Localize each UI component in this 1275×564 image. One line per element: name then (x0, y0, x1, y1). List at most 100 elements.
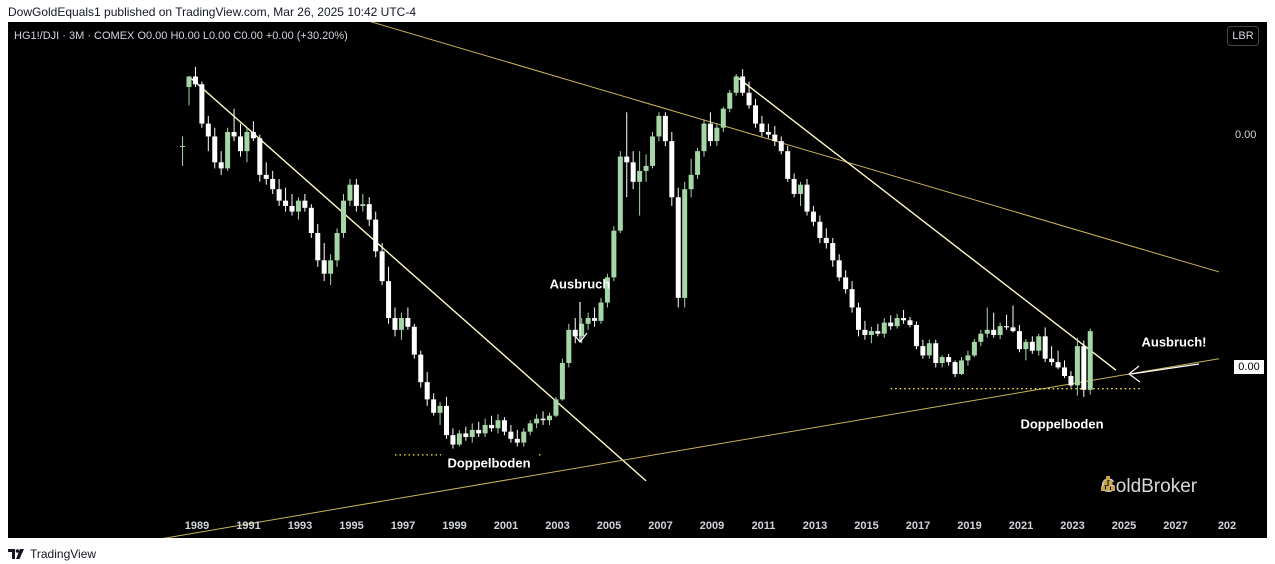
candle[interactable] (205, 115, 211, 152)
candle[interactable] (695, 148, 701, 179)
candle[interactable] (707, 112, 713, 146)
doppelboden-label-2[interactable]: Doppelboden (1012, 412, 1112, 436)
trendline-1989-line[interactable] (188, 75, 647, 482)
candle[interactable] (849, 281, 855, 313)
candle[interactable] (682, 181, 688, 308)
candle[interactable] (907, 316, 913, 328)
candle[interactable] (1023, 339, 1029, 361)
candle[interactable] (939, 355, 945, 368)
candle[interactable] (469, 423, 475, 443)
doppelboden-label-1[interactable]: Doppelboden (441, 452, 537, 474)
candle[interactable] (566, 323, 572, 368)
candle[interactable] (765, 123, 771, 139)
candle[interactable] (527, 420, 533, 436)
candle[interactable] (489, 415, 495, 432)
candle[interactable] (315, 223, 321, 267)
candle[interactable] (373, 211, 379, 258)
candle[interactable] (405, 307, 411, 330)
candle[interactable] (1068, 371, 1074, 388)
candle[interactable] (675, 187, 681, 308)
candle[interactable] (946, 353, 952, 366)
candle[interactable] (295, 197, 301, 220)
candle[interactable] (1055, 350, 1061, 370)
candle[interactable] (772, 126, 778, 146)
candle[interactable] (901, 310, 907, 324)
candle[interactable] (978, 329, 984, 347)
long-term-support-line[interactable] (60, 358, 1220, 538)
candle[interactable] (482, 418, 488, 437)
scale-mode-button[interactable]: LBR (1227, 26, 1259, 46)
chart-area[interactable]: 1989 1991 1993 1995 1997 1999 2001 2003 2005 2007… (8, 22, 1267, 538)
candle[interactable] (360, 193, 366, 212)
candle[interactable] (572, 318, 578, 344)
candle[interactable] (1042, 327, 1048, 363)
long-term-resistance-line[interactable] (60, 22, 1220, 273)
candle[interactable] (238, 123, 243, 157)
candle[interactable] (727, 89, 733, 113)
candle[interactable] (875, 323, 881, 337)
candle[interactable] (688, 158, 694, 198)
candle[interactable] (585, 312, 591, 330)
candle[interactable] (456, 429, 462, 447)
candle[interactable] (431, 393, 437, 416)
candle[interactable] (753, 98, 758, 128)
candle[interactable] (1049, 346, 1055, 366)
candle[interactable] (617, 151, 623, 234)
candle[interactable] (302, 193, 308, 212)
candle[interactable] (598, 297, 604, 324)
candle[interactable] (810, 205, 816, 227)
candle[interactable] (244, 127, 250, 163)
candle[interactable] (225, 127, 231, 171)
candle[interactable] (328, 254, 334, 286)
candle[interactable] (933, 339, 939, 368)
candle[interactable] (450, 428, 456, 449)
candle[interactable] (308, 204, 314, 238)
candle[interactable] (199, 81, 205, 128)
candle[interactable] (637, 151, 643, 216)
candle[interactable] (437, 401, 443, 425)
candle[interactable] (1016, 324, 1022, 353)
trendline-2011-line[interactable] (735, 75, 1117, 371)
candle[interactable] (798, 181, 804, 206)
candle[interactable] (650, 131, 655, 169)
ausbruch-label-1[interactable]: Ausbruch (550, 277, 611, 292)
candle[interactable] (192, 66, 198, 88)
candle[interactable] (463, 426, 469, 441)
candle[interactable] (759, 115, 765, 137)
candle[interactable] (881, 318, 887, 338)
candle[interactable] (733, 73, 739, 96)
candle[interactable] (540, 411, 546, 425)
candle[interactable] (965, 350, 971, 366)
candle[interactable] (952, 360, 958, 377)
candle[interactable] (476, 421, 482, 437)
candle[interactable] (920, 339, 926, 359)
candle[interactable] (341, 193, 346, 238)
candle[interactable] (1081, 340, 1087, 397)
candle[interactable] (926, 339, 932, 359)
candle[interactable] (257, 134, 263, 182)
candle[interactable] (830, 237, 836, 267)
candle[interactable] (1036, 333, 1042, 356)
candle[interactable] (791, 173, 797, 198)
candle[interactable] (778, 136, 784, 155)
candle[interactable] (1087, 328, 1093, 395)
candle[interactable] (276, 178, 282, 206)
candle[interactable] (250, 121, 256, 142)
candle[interactable] (1062, 360, 1067, 379)
candle[interactable] (804, 178, 810, 216)
candle[interactable] (669, 131, 675, 206)
candle[interactable] (701, 119, 707, 157)
price-chart[interactable]: 1989 1991 1993 1995 1997 1999 2001 2003 2005 2007… (8, 22, 1267, 538)
candle[interactable] (785, 146, 791, 182)
candle[interactable] (212, 127, 218, 169)
candle[interactable] (823, 228, 829, 249)
candle[interactable] (913, 321, 919, 350)
candle[interactable] (379, 243, 385, 286)
candle[interactable] (444, 396, 449, 439)
candle[interactable] (746, 81, 752, 109)
candle[interactable] (1074, 337, 1080, 396)
candle[interactable] (186, 76, 192, 106)
candle[interactable] (611, 226, 617, 282)
candle[interactable] (817, 215, 823, 244)
candle[interactable] (347, 178, 353, 206)
